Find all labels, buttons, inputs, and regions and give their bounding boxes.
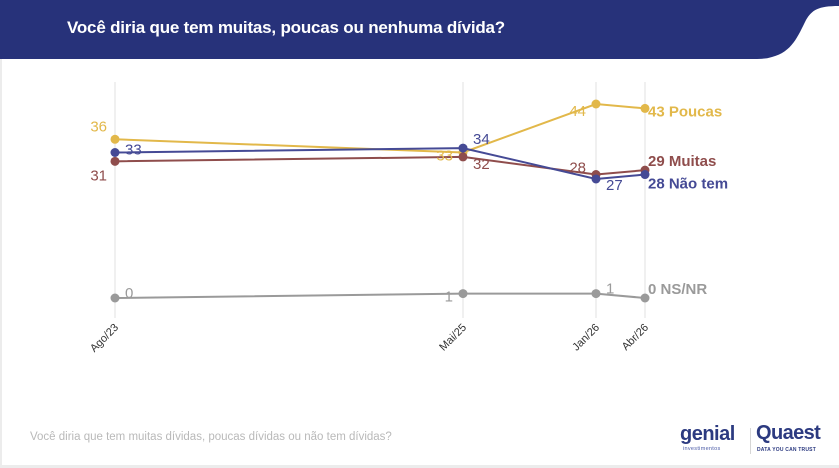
chart-data-labels: 36 33 44 43 Poucas 31 32 28 29 Muitas 33 34 27 28 N… <box>90 103 728 306</box>
data-point-n-o-tem <box>591 174 601 184</box>
series-line-poucas <box>114 102 646 154</box>
data-point-ns-nr <box>591 289 601 299</box>
end-label-poucas: 43 Poucas <box>648 103 722 120</box>
data-point-poucas <box>110 134 120 144</box>
x-tick-label: Jan/26 <box>570 322 602 354</box>
series-line-muitas <box>114 155 646 176</box>
chart-x-tick-labels: Ago/23 Mai/25 Jan/26 Abr/26 <box>88 322 651 355</box>
x-tick-label: Mai/25 <box>437 322 469 354</box>
chart-series-lines <box>114 102 646 299</box>
data-label-poucas: 33 <box>436 148 453 165</box>
data-point-ns-nr <box>458 289 468 299</box>
survey-question-note: Você diria que tem muitas dívidas, pouca… <box>30 431 392 443</box>
end-label-ns-nr: 0 NS/NR <box>648 281 707 298</box>
data-point-poucas <box>591 99 601 109</box>
data-label-ns-nr: 1 <box>606 281 614 298</box>
data-label-muitas: 32 <box>473 156 490 173</box>
data-point-muitas <box>110 156 120 166</box>
footer-logos: genial investimentos Quaest DATA YOU CAN… <box>680 422 830 461</box>
data-label-ns-nr: 1 <box>445 289 453 306</box>
data-point-n-o-tem <box>458 143 468 153</box>
series-line-ns-nr <box>114 292 646 299</box>
x-tick-label: Ago/23 <box>88 322 121 355</box>
logo-divider <box>750 428 751 454</box>
data-label-n-o-tem: 34 <box>473 131 490 148</box>
data-point-n-o-tem <box>110 148 120 157</box>
data-label-ns-nr: 0 <box>125 285 133 302</box>
data-point-muitas <box>458 152 468 162</box>
x-tick-label: Abr/26 <box>620 322 651 353</box>
data-label-muitas: 31 <box>90 167 107 184</box>
line-chart: 36 33 44 43 Poucas 31 32 28 29 Muitas 33 34 27 28 N… <box>88 82 728 355</box>
quaest-logo: Quaest <box>756 422 821 444</box>
end-label-muitas: 29 Muitas <box>648 153 716 170</box>
chart-gridlines <box>114 82 646 318</box>
header-background <box>0 0 839 59</box>
series-line-n-o-tem <box>114 147 646 180</box>
genial-logo-subtitle: investimentos <box>683 446 721 452</box>
data-label-poucas: 44 <box>569 103 586 120</box>
data-label-muitas: 28 <box>569 160 586 177</box>
data-point-n-o-tem <box>640 170 650 180</box>
genial-logo: genial <box>680 423 735 445</box>
page-title: Você diria que tem muitas, poucas ou nen… <box>67 18 505 37</box>
end-label-n-o-tem: 28 Não tem <box>648 176 728 193</box>
data-label-n-o-tem: 27 <box>606 177 623 194</box>
data-label-n-o-tem: 33 <box>125 142 142 159</box>
data-point-ns-nr <box>640 293 650 303</box>
chart-points <box>110 99 650 303</box>
data-label-poucas: 36 <box>90 118 107 135</box>
quaest-logo-tagline: DATA YOU CAN TRUST <box>757 447 816 453</box>
header-banner: Você diria que tem muitas, poucas ou nen… <box>0 0 839 60</box>
data-point-ns-nr <box>110 293 120 303</box>
data-point-poucas <box>640 103 650 113</box>
